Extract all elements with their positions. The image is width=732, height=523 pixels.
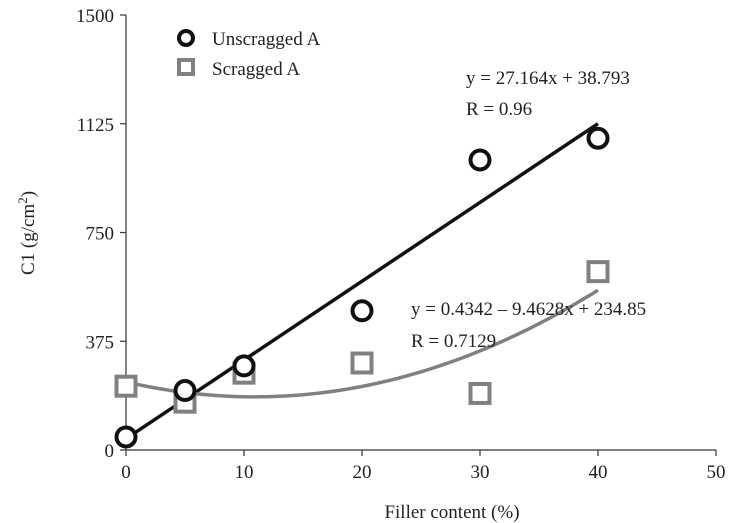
y-ticks: 0 375 750 1125 1500 [76,6,126,462]
legend-marker-unscragged [177,29,195,47]
trend-lines [125,122,599,441]
x-axis-title: Filler content (%) [384,502,519,523]
legend: Unscragged A Scragged A [177,29,320,80]
y-tick-label-3: 1125 [77,115,114,136]
point-unscragged-1 [173,379,197,403]
point-scragged-5 [586,260,610,284]
trend-curve-1 [125,288,599,399]
legend-entry-unscragged: Unscragged A [177,29,320,50]
point-scragged-4 [468,381,492,405]
x-tick-label-0: 0 [121,462,131,483]
point-unscragged-0 [114,425,138,449]
y-tick-label-0: 0 [105,441,115,462]
x-tick-label-5: 50 [707,462,726,483]
y-axis-title-close: ) [18,191,39,197]
legend-label-scragged: Scragged A [212,59,300,80]
poly-fit-equation: y = 0.4342 – 9.4628x + 234.85 [411,299,646,320]
annotations: y = 27.164x + 38.793 R = 0.96 y = 0.4342… [411,68,646,352]
point-scragged-0 [114,374,138,398]
point-scragged-3 [350,351,374,375]
y-axis-title: C1 (g/cm2) [15,191,39,275]
legend-label-unscragged: Unscragged A [212,29,320,50]
x-ticks: 0 10 20 30 40 50 [121,450,726,483]
y-tick-label-2: 750 [86,224,115,245]
x-tick-label-1: 10 [235,462,254,483]
linear-fit-r: R = 0.96 [466,99,532,120]
legend-entry-scragged: Scragged A [177,58,300,80]
x-tick-label-3: 30 [471,462,490,483]
linear-fit-equation: y = 27.164x + 38.793 [466,68,630,89]
point-unscragged-5 [586,126,610,150]
x-tick-label-4: 40 [589,462,608,483]
point-unscragged-2 [232,354,256,378]
point-unscragged-3 [350,299,374,323]
y-tick-label-1: 375 [86,332,115,353]
trend-line-0 [125,122,599,441]
legend-marker-scragged [177,58,195,76]
y-axis-title-sup: 2 [15,197,30,204]
points [114,126,610,449]
y-axis-title-main: C1 (g/cm [18,204,39,275]
x-tick-label-2: 20 [353,462,372,483]
y-tick-label-4: 1500 [76,6,114,27]
poly-fit-r: R = 0.7129 [411,331,496,352]
point-unscragged-4 [468,148,492,172]
